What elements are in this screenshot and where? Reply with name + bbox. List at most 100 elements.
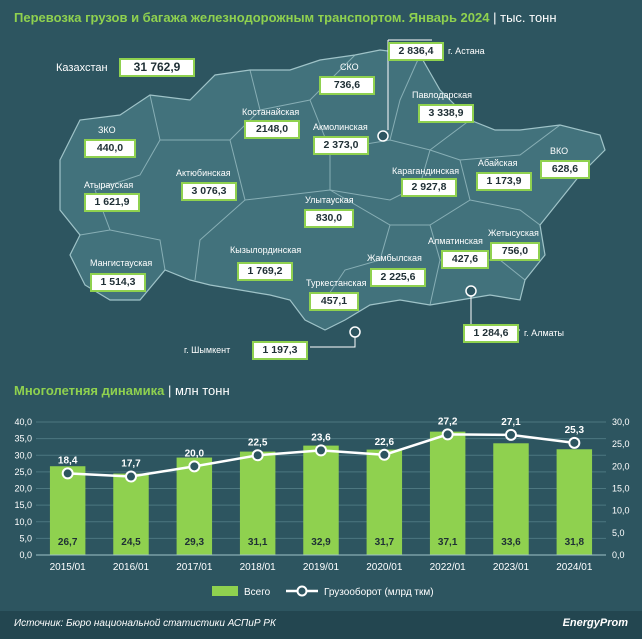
y-left-tick-label: 40,0 xyxy=(14,417,32,427)
line-value-label: 22,6 xyxy=(375,437,395,448)
dynamics-chart: 0,0 5,0 10,0 15,0 20,0 25,0 30,0 35,0 40,0 0,0 5,0… xyxy=(14,416,630,598)
y-left-tick-label: 20,0 xyxy=(14,484,32,494)
bar xyxy=(493,443,529,555)
bar xyxy=(239,451,276,555)
chart-title: Многолетняя динамика | млн тонн xyxy=(14,383,230,398)
bar-value-label: 32,9 xyxy=(311,537,331,548)
region-label: Мангистауская xyxy=(90,258,153,268)
x-tick-label: 2022/01 xyxy=(430,562,467,573)
region-value: 3 076,3 xyxy=(181,182,237,201)
kazakhstan-value: 31 762,9 xyxy=(119,58,195,77)
region-value: 2 225,6 xyxy=(370,268,426,287)
y-right-tick-label: 0,0 xyxy=(612,550,625,560)
bar xyxy=(176,457,213,555)
y-right-tick-label: 15,0 xyxy=(612,484,630,494)
y-left-tick-label: 15,0 xyxy=(14,500,32,510)
region-label: Костанайская xyxy=(242,107,300,117)
region-value: 3 338,9 xyxy=(418,104,474,123)
x-tick-label: 2018/01 xyxy=(240,562,277,573)
x-tick-label: 2015/01 xyxy=(50,562,87,573)
x-tick-label: 2020/01 xyxy=(366,562,403,573)
y-left-tick-label: 5,0 xyxy=(19,533,32,543)
y-left-tick-label: 0,0 xyxy=(19,550,32,560)
region-label: Туркестанская xyxy=(306,278,367,288)
line-point xyxy=(61,467,74,480)
region-label: Жамбылская xyxy=(367,253,422,263)
legend-marker-line xyxy=(296,585,308,597)
source-text: Источник: Бюро национальной статистики А… xyxy=(14,618,276,629)
x-tick-label: 2019/01 xyxy=(303,562,340,573)
region-label: ЗКО xyxy=(98,125,116,135)
region-value: 457,1 xyxy=(309,292,359,311)
y-right-tick-label: 25,0 xyxy=(612,439,630,449)
region-label: г. Алматы xyxy=(524,328,565,338)
line-value-label: 25,3 xyxy=(565,425,585,436)
region-value: 2 373,0 xyxy=(313,136,369,155)
region-label: Акмолинская xyxy=(313,122,368,132)
y-right-tick-label: 20,0 xyxy=(612,461,630,471)
line-value-label: 27,2 xyxy=(438,416,458,427)
region-value: 1 769,2 xyxy=(237,262,293,281)
line-point xyxy=(188,460,201,473)
y-left-tick-label: 35,0 xyxy=(14,434,32,444)
region-label: Жетысуская xyxy=(488,228,539,238)
region-value: 1 284,6 xyxy=(463,324,519,343)
region-label: Улытауская xyxy=(305,195,354,205)
region-value: 1 514,3 xyxy=(90,273,146,292)
line-value-label: 23,6 xyxy=(311,432,331,443)
bar xyxy=(366,449,403,555)
x-tick-label: 2024/01 xyxy=(556,562,593,573)
line-value-label: 20,0 xyxy=(185,448,205,459)
legend-label-bar: Всего xyxy=(244,587,271,598)
bar-value-label: 31,1 xyxy=(248,537,268,548)
region-value: 1 621,9 xyxy=(84,193,140,212)
bar xyxy=(303,445,339,555)
line-point xyxy=(441,428,454,441)
astana-marker xyxy=(377,130,389,142)
region-value: 2 836,4 xyxy=(388,42,444,61)
bar-value-label: 24,5 xyxy=(121,537,141,548)
region-value: 736,6 xyxy=(319,76,375,95)
line-point xyxy=(568,436,581,449)
region-label: г. Шымкент xyxy=(184,345,231,355)
map-title: Перевозка грузов и багажа железнодорожны… xyxy=(14,10,557,25)
line-value-label: 22,5 xyxy=(248,437,268,448)
line-value-label: 27,1 xyxy=(501,417,521,428)
region-value: 2 927,8 xyxy=(401,178,457,197)
region-label: Павлодарская xyxy=(412,90,472,100)
legend-swatch-bar xyxy=(212,586,238,596)
shymkent-marker xyxy=(349,326,361,338)
region-label: Алматинская xyxy=(428,236,483,246)
bar xyxy=(429,431,466,555)
kazakhstan-label: Казахстан xyxy=(56,62,108,74)
bar-value-label: 29,3 xyxy=(185,537,205,548)
bar-value-label: 31,7 xyxy=(375,537,395,548)
region-value: 830,0 xyxy=(304,209,354,228)
region-label: СКО xyxy=(340,62,359,72)
y-right-tick-label: 10,0 xyxy=(612,506,630,516)
region-label: ВКО xyxy=(550,146,569,156)
bar xyxy=(49,466,86,555)
bar xyxy=(556,449,593,555)
region-value: 2148,0 xyxy=(244,120,300,139)
line-point xyxy=(251,449,264,462)
line-point xyxy=(505,428,517,441)
y-left-tick-label: 25,0 xyxy=(14,467,32,477)
line-point xyxy=(315,444,327,457)
x-tick-label: 2016/01 xyxy=(113,562,150,573)
region-label: Актюбинская xyxy=(176,168,231,178)
region-label: Абайская xyxy=(478,158,518,168)
region-value: 440,0 xyxy=(84,139,136,158)
region-label: Карагандинская xyxy=(392,166,460,176)
bar xyxy=(113,473,149,555)
y-left-tick-label: 30,0 xyxy=(14,450,32,460)
y-right-tick-label: 5,0 xyxy=(612,528,625,538)
line-value-label: 17,7 xyxy=(121,459,141,470)
y-left-tick-label: 10,0 xyxy=(14,517,32,527)
line-point xyxy=(125,470,137,483)
line-point xyxy=(378,448,391,461)
y-right-tick-label: 30,0 xyxy=(612,417,630,427)
footer: Источник: Бюро национальной статистики А… xyxy=(0,611,642,639)
bar-value-label: 26,7 xyxy=(58,537,78,548)
